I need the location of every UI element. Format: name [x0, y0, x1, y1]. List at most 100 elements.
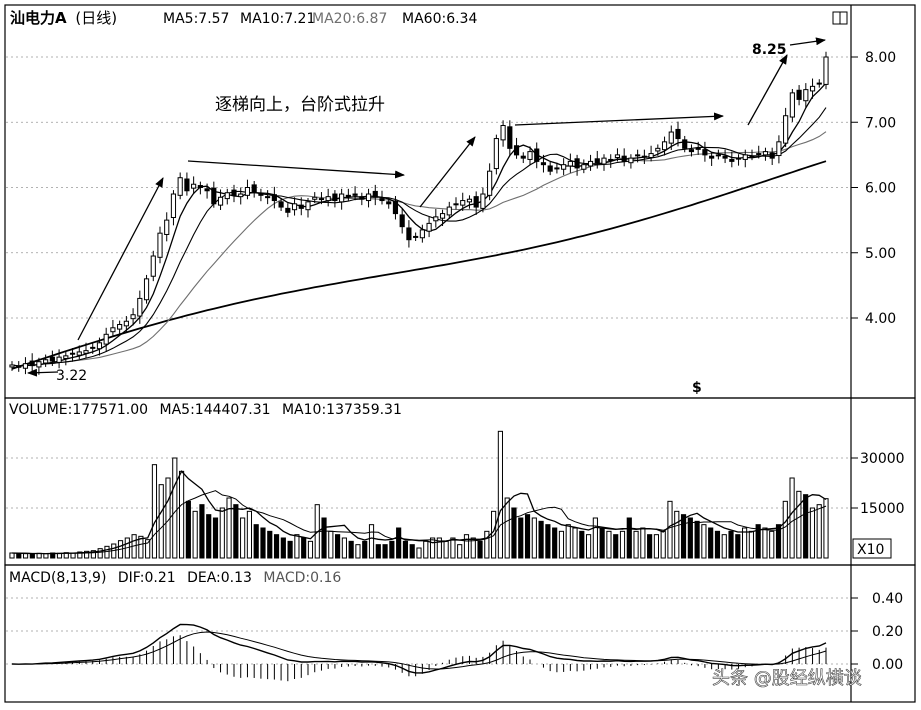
volume-bar [714, 530, 721, 559]
candle-body [63, 355, 69, 359]
candle-body [534, 148, 540, 162]
candlestick [776, 135, 782, 164]
window-restore-icon[interactable] [832, 11, 848, 25]
candle-body [379, 198, 385, 202]
candle-body [601, 157, 607, 165]
candlestick [386, 197, 392, 209]
candle-body [460, 200, 466, 206]
volume-bar [436, 537, 442, 559]
candle-body [117, 324, 123, 330]
candle-body [749, 155, 755, 158]
dea-line [12, 631, 827, 670]
candle-body [76, 351, 82, 356]
candlestick [641, 149, 647, 165]
candle-body [298, 204, 304, 209]
candle-body [224, 192, 230, 200]
volume-bar [233, 504, 239, 559]
candle-body [480, 193, 486, 209]
candlestick [453, 197, 459, 210]
candlestick [439, 209, 446, 226]
candle-body [96, 342, 103, 350]
candle-body [756, 153, 762, 156]
volume-tick-label: 30000 [860, 451, 905, 467]
candlestick [668, 125, 674, 150]
candlestick [406, 220, 412, 248]
volume-bar [192, 510, 198, 559]
candle-body [682, 139, 688, 149]
volume-bar [368, 524, 375, 559]
volume-bar [185, 500, 191, 559]
volume-bar [294, 534, 300, 559]
volume-bar [701, 524, 707, 559]
candlestick [709, 152, 715, 166]
candle-body [702, 149, 708, 156]
candlestick [117, 320, 123, 334]
candlestick [291, 197, 298, 216]
ma20-line [11, 131, 827, 367]
arrow-up-2 [419, 136, 476, 208]
volume-bar [803, 494, 809, 559]
annotation-main: 逐梯向上，台阶式拉升 [215, 95, 385, 115]
candle-body [446, 206, 452, 216]
price-tick-label: 4.00 [865, 311, 896, 327]
volume-bar [145, 539, 151, 559]
candlestick [675, 121, 681, 147]
candle-body [143, 278, 150, 301]
candlestick [359, 192, 365, 206]
candlestick [749, 149, 755, 161]
volume-bar [29, 553, 35, 559]
candle-body [157, 232, 163, 258]
candlestick [823, 51, 829, 90]
candle-body [204, 188, 210, 192]
candle-body [783, 115, 789, 144]
volume-bar [531, 517, 537, 559]
annotation-high: 8.25 [752, 42, 787, 58]
candlestick [29, 353, 35, 373]
candlestick [789, 88, 795, 122]
candle-body [238, 193, 244, 198]
volume-bar [77, 551, 83, 559]
candle-body [500, 125, 506, 141]
volume-bar [396, 527, 402, 559]
volume-bar [735, 534, 741, 559]
candle-body [251, 184, 257, 194]
volume-bar [470, 537, 476, 559]
candle-body [735, 157, 742, 160]
volume-bar [816, 504, 822, 559]
candle-body [581, 164, 587, 170]
candlestick [318, 192, 325, 205]
candle-body [816, 82, 822, 85]
candle-body [823, 56, 829, 85]
candle-body [191, 183, 197, 189]
price-tick-label: 7.00 [865, 115, 896, 131]
macd-params: MACD(8,13,9) [9, 570, 106, 586]
volume-bar [823, 498, 829, 559]
candlestick [339, 188, 345, 210]
candle-body [103, 333, 109, 345]
candle-body [587, 160, 594, 167]
candlestick [123, 316, 129, 332]
candle-body [419, 229, 425, 239]
volume-bar [389, 540, 395, 559]
candle-body [69, 352, 76, 355]
candlestick [392, 195, 399, 220]
volume-bar [172, 457, 178, 559]
candle-body [16, 365, 22, 368]
candlestick [466, 195, 473, 209]
candle-body [291, 203, 298, 211]
candlestick [608, 154, 614, 168]
volume-bar [362, 540, 368, 559]
period-label: (日线) [75, 9, 117, 27]
volume-bar [538, 520, 544, 559]
candlestick [702, 141, 708, 162]
candle-body [164, 219, 170, 235]
volume-bar [572, 527, 578, 559]
candlestick [446, 201, 452, 219]
ma5-readout: MA5:7.57 [163, 11, 229, 27]
candle-body [513, 145, 520, 156]
candlestick [567, 153, 573, 173]
volume-bar [443, 540, 449, 559]
candle-body [594, 158, 600, 164]
candlestick [581, 159, 587, 174]
candle-body [567, 160, 573, 167]
